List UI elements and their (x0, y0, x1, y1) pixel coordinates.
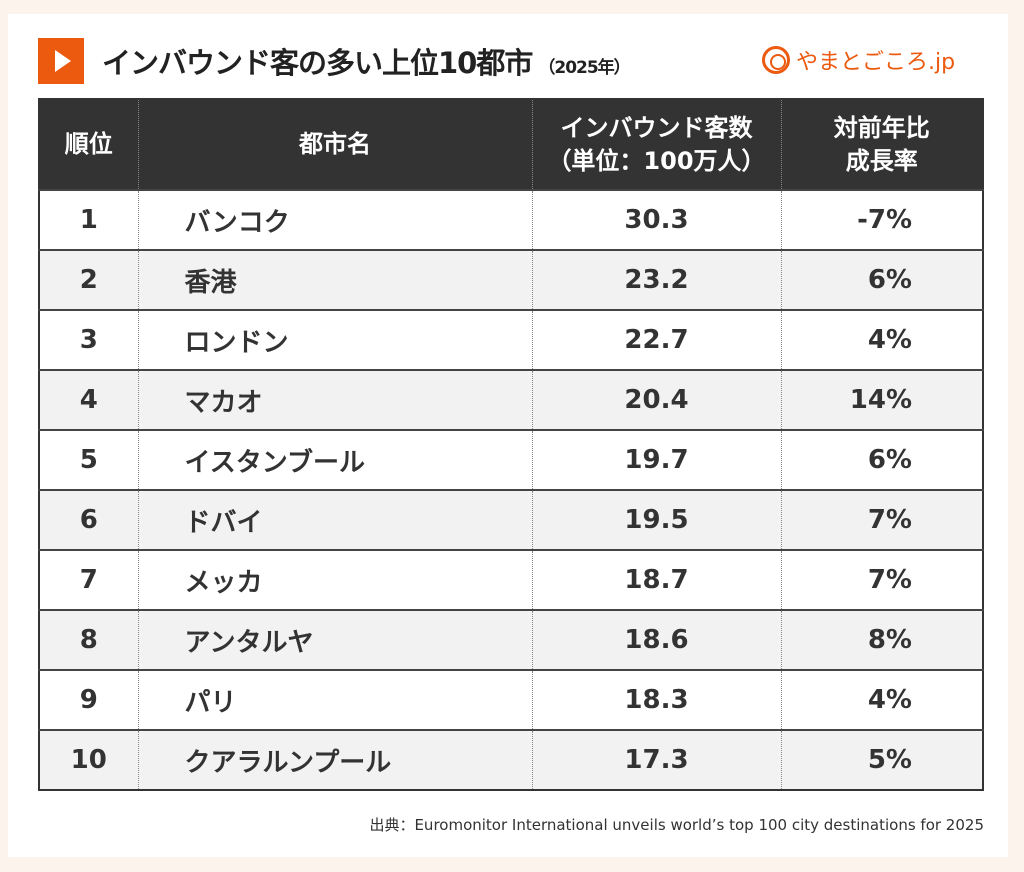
rank-cell: 8 (39, 609, 138, 670)
visitors-cell: 17.3 (531, 729, 781, 790)
table-row: 2 香港 23.2 6% (39, 249, 983, 310)
growth-cell: 6% (780, 429, 983, 490)
visitors-cell: 18.3 (531, 669, 781, 730)
city-cell: 香港 (137, 249, 532, 310)
play-icon (38, 38, 84, 84)
table-row: 8 アンタルヤ 18.6 8% (39, 609, 983, 670)
city-cell: マカオ (137, 369, 532, 430)
city-cell: クアラルンプール (137, 729, 532, 790)
header-visitors-unit: （単位：100万人） (547, 146, 766, 175)
logo: やまとごころ.jp (762, 44, 955, 76)
rank-cell: 4 (39, 369, 138, 430)
rank-cell: 6 (39, 489, 138, 550)
rank-cell: 1 (39, 189, 138, 250)
growth-cell: 4% (780, 669, 983, 730)
city-cell: アンタルヤ (137, 609, 532, 670)
rank-cell: 9 (39, 669, 138, 730)
city-cell: イスタンブール (137, 429, 532, 490)
rank-cell: 5 (39, 429, 138, 490)
city-cell: バンコク (137, 189, 532, 250)
growth-cell: 7% (780, 549, 983, 610)
visitors-cell: 19.5 (531, 489, 781, 550)
rank-cell: 10 (39, 729, 138, 790)
table-row: 1 バンコク 30.3 -7% (39, 189, 983, 250)
growth-cell: 7% (780, 489, 983, 550)
ranking-table: 順位 都市名 インバウンド客数 （単位：100万人） 対前年比 成長率 1 バンコク 3… (38, 98, 984, 791)
title-year: （2025年） (538, 58, 630, 78)
table-header: 順位 都市名 インバウンド客数 （単位：100万人） 対前年比成長率 (39, 99, 983, 190)
table-row: 9 パリ 18.3 4% (39, 669, 983, 730)
rank-cell: 3 (39, 309, 138, 370)
visitors-cell: 20.4 (531, 369, 781, 430)
rank-cell: 2 (39, 249, 138, 310)
visitors-cell: 18.7 (531, 549, 781, 610)
growth-cell: 14% (780, 369, 983, 430)
logo-text: やまとごころ.jp (796, 50, 956, 75)
visitors-cell: 30.3 (531, 189, 781, 250)
table-row: 6 ドバイ 19.5 7% (39, 489, 983, 550)
table-row: 4 マカオ 20.4 14% (39, 369, 983, 430)
visitors-cell: 19.7 (531, 429, 781, 490)
city-cell: パリ (137, 669, 532, 730)
growth-cell: 4% (780, 309, 983, 370)
table-row: 3 ロンドン 22.7 4% (39, 309, 983, 370)
header-growth-line1: 対前年比 (833, 114, 930, 143)
header-growth-line2: 成長率 (845, 146, 918, 175)
header-visitors-line1: インバウンド客数 (560, 114, 753, 143)
city-cell: メッカ (137, 549, 532, 610)
table-row: 10 クアラルンプール 17.3 5% (39, 729, 983, 790)
city-cell: ドバイ (137, 489, 532, 550)
header-growth: 対前年比 成長率 (780, 99, 983, 190)
city-cell: ロンドン (137, 309, 532, 370)
visitors-cell: 22.7 (531, 309, 781, 370)
table-row: 7 メッカ 18.7 7% (39, 549, 983, 610)
growth-cell: -7% (780, 189, 983, 250)
source-note: 出典：Euromonitor International unveils wor… (369, 816, 984, 834)
visitors-cell: 18.6 (531, 609, 781, 670)
table-row: 5 イスタンブール 19.7 6% (39, 429, 983, 490)
growth-cell: 5% (780, 729, 983, 790)
visitors-cell: 23.2 (531, 249, 781, 310)
logo-icon (762, 46, 790, 74)
header-city: 都市名 (137, 99, 532, 190)
header-rank: 順位 (39, 99, 138, 190)
growth-cell: 8% (780, 609, 983, 670)
title-row: インバウンド客の多い上位10都市 （2025年） (38, 38, 631, 84)
page-title: インバウンド客の多い上位10都市 （2025年） (102, 40, 631, 82)
rank-cell: 7 (39, 549, 138, 610)
growth-cell: 6% (780, 249, 983, 310)
header-visitors: インバウンド客数 （単位：100万人） (531, 99, 781, 190)
title-text: インバウンド客の多い上位10都市 (102, 46, 533, 80)
